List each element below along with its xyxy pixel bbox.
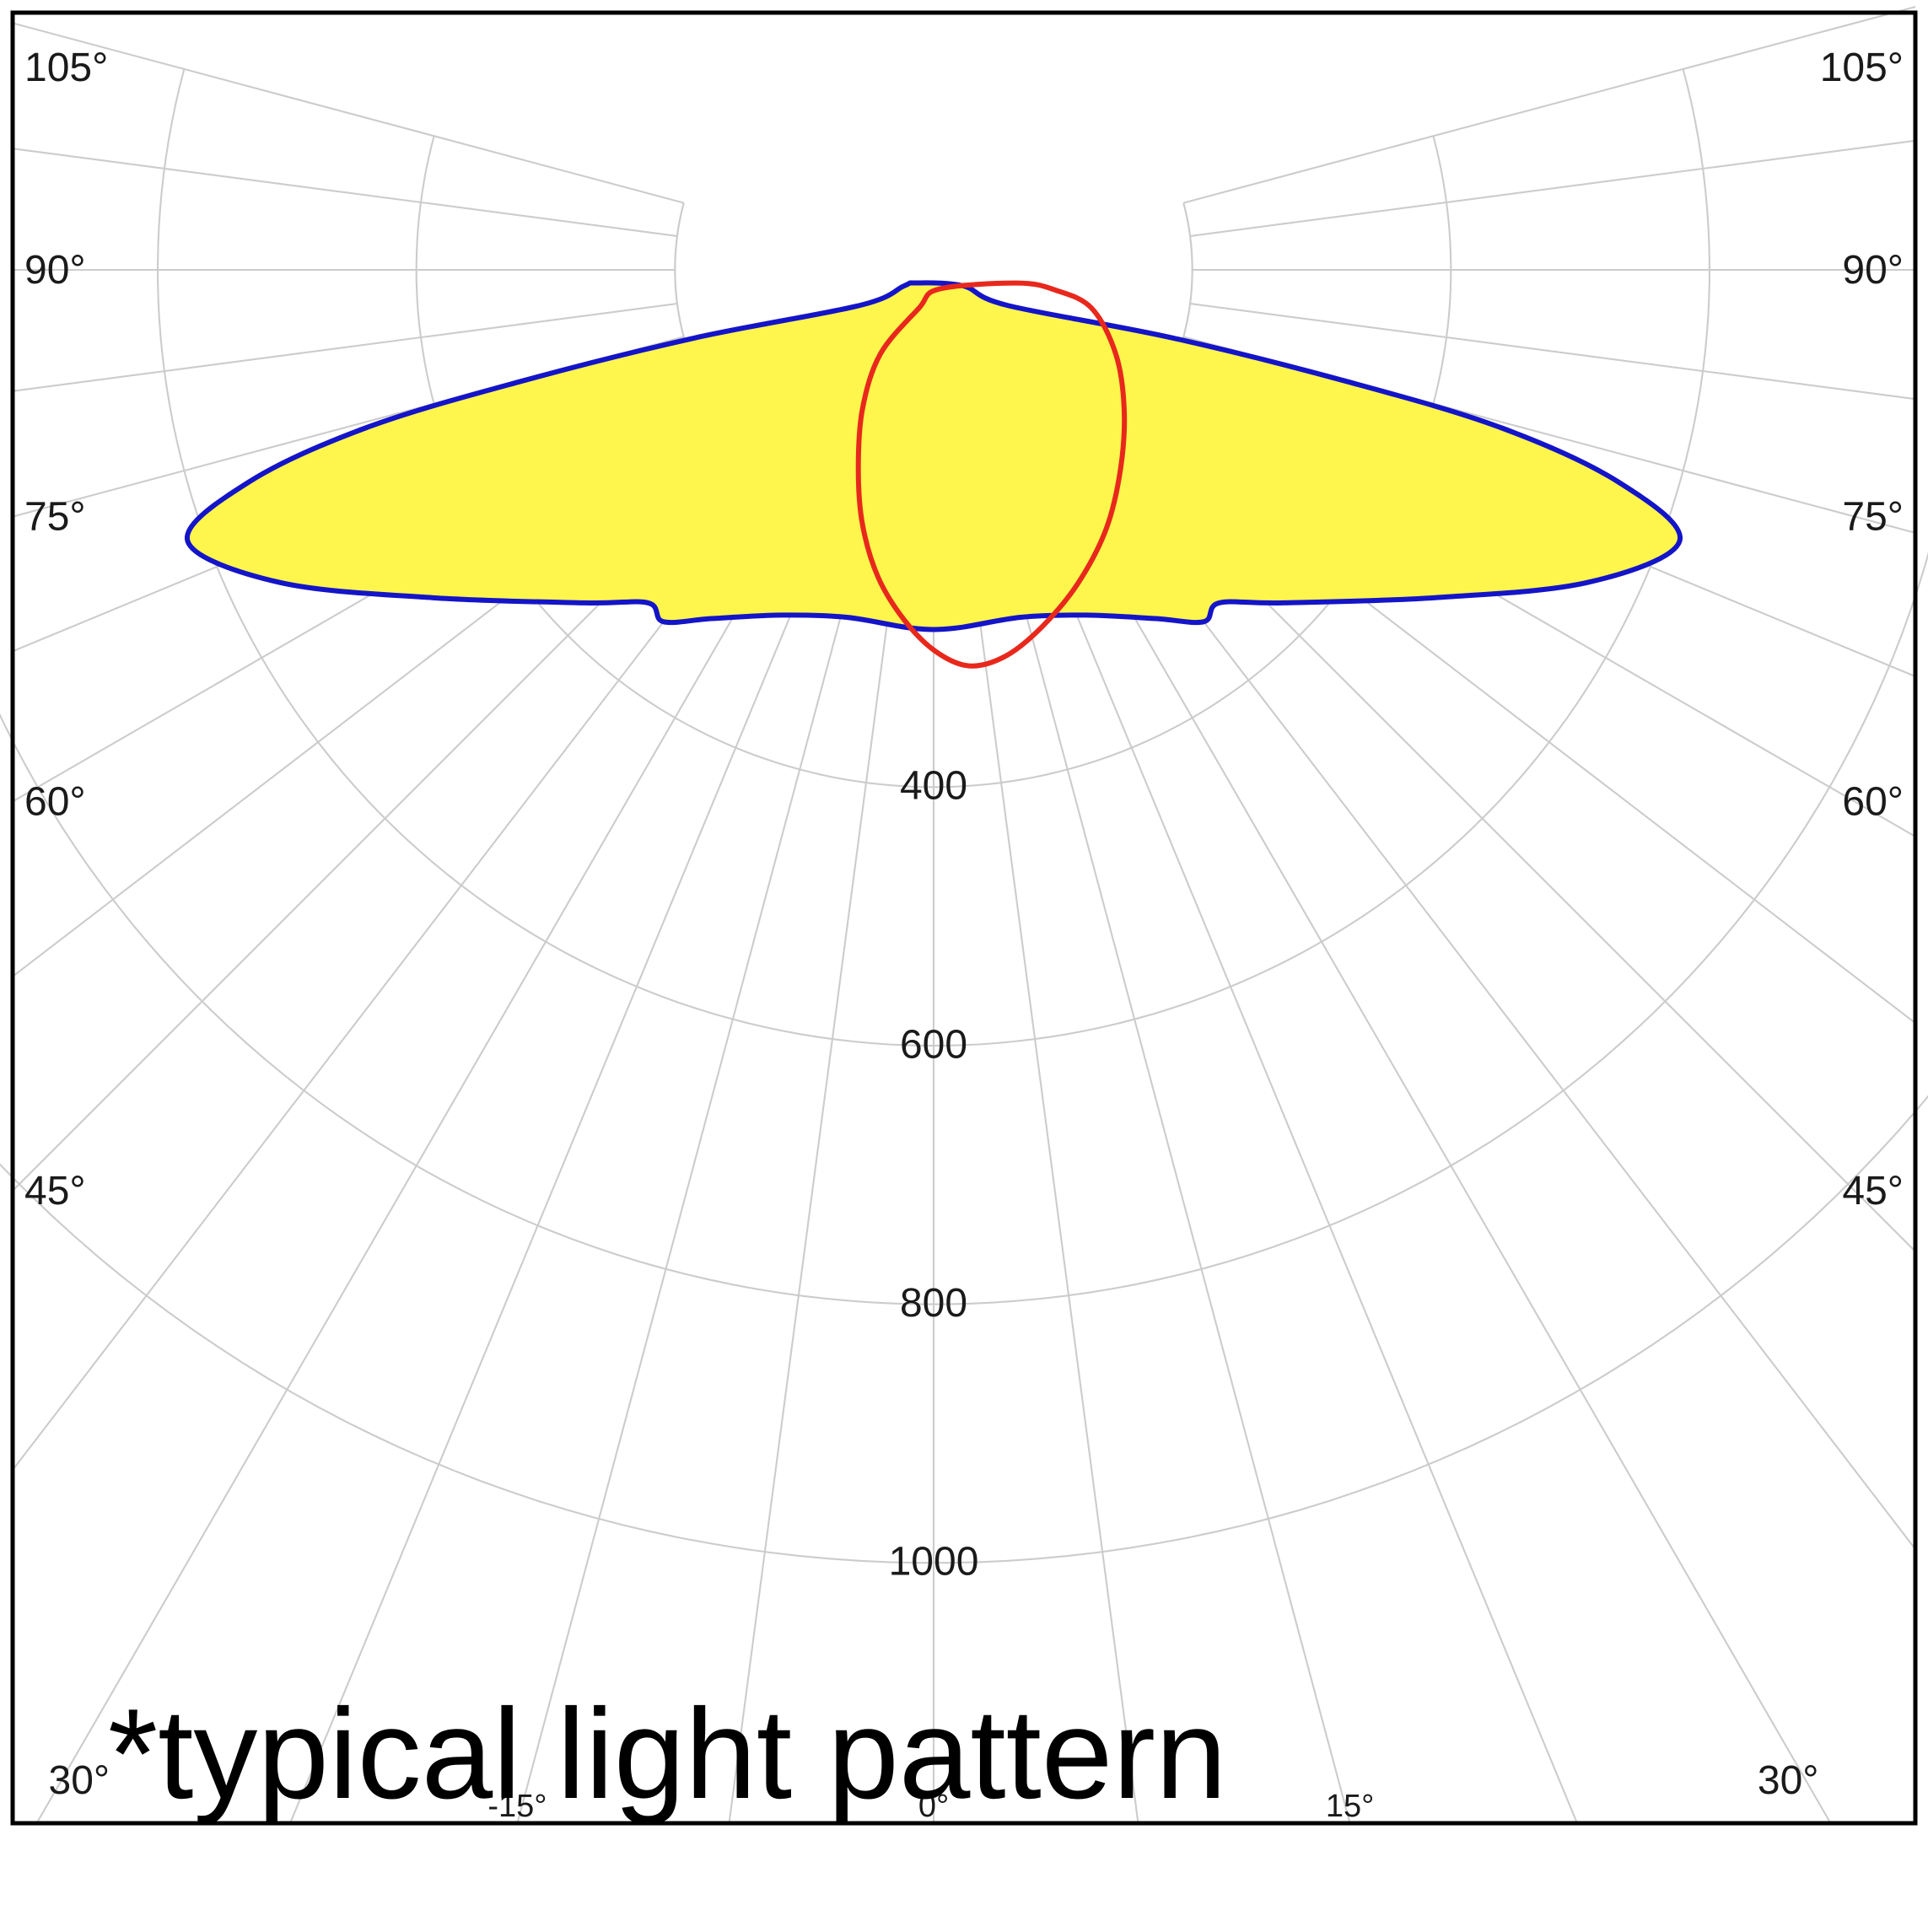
- svg-text:600: 600: [900, 1022, 967, 1067]
- svg-text:105°: 105°: [24, 46, 108, 90]
- svg-text:30°: 30°: [1758, 1758, 1819, 1803]
- svg-text:45°: 45°: [1842, 1169, 1904, 1214]
- svg-text:60°: 60°: [1842, 779, 1904, 824]
- svg-text:30°: 30°: [49, 1758, 110, 1803]
- svg-text:*typical light pattern: *typical light pattern: [108, 1682, 1227, 1826]
- svg-text:90°: 90°: [1842, 248, 1904, 293]
- svg-text:105°: 105°: [1820, 46, 1904, 90]
- svg-text:45°: 45°: [24, 1169, 86, 1214]
- svg-text:1000: 1000: [889, 1540, 979, 1585]
- svg-text:800: 800: [900, 1281, 967, 1326]
- svg-text:400: 400: [900, 764, 967, 809]
- svg-text:15°: 15°: [1326, 1789, 1374, 1824]
- svg-text:60°: 60°: [24, 779, 86, 824]
- svg-text:75°: 75°: [1842, 494, 1904, 539]
- svg-text:75°: 75°: [24, 494, 86, 539]
- svg-text:90°: 90°: [24, 248, 86, 293]
